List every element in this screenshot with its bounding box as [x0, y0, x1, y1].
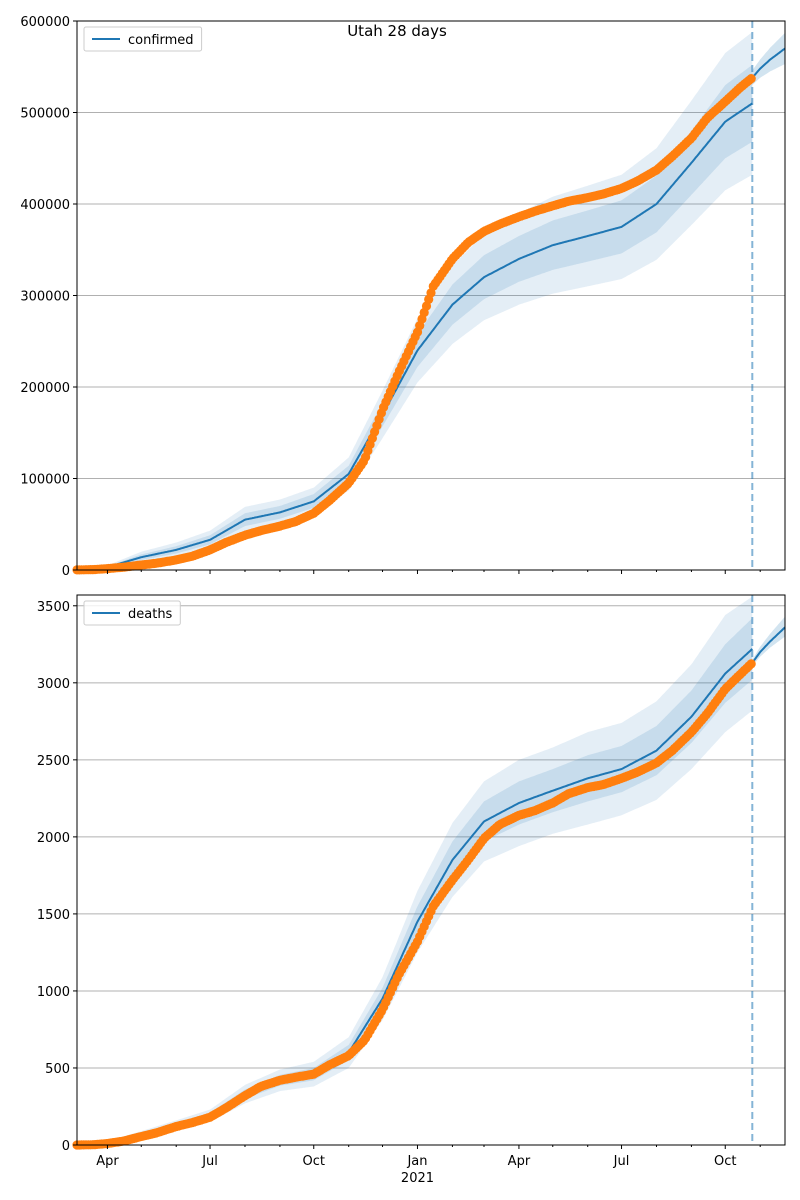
deaths-bands — [77, 596, 785, 1145]
x-tick-label: Jul — [201, 1154, 218, 1169]
deaths-y-tick-label: 1000 — [37, 985, 70, 1000]
deaths-y-tick-label: 0 — [62, 1139, 70, 1154]
confirmed-y-tick-label: 100000 — [20, 473, 70, 488]
confirmed-y-tick-label: 600000 — [20, 15, 70, 30]
confirmed-legend: confirmed — [83, 26, 203, 52]
confirmed-bands — [77, 32, 785, 571]
deaths-observed-point — [746, 659, 756, 669]
deaths-y-tick-label: 2500 — [37, 754, 70, 769]
x-tick-year-label: 2021 — [401, 1171, 434, 1186]
x-tick-label: Jul — [613, 1154, 630, 1169]
x-tick-label: Apr — [508, 1154, 531, 1169]
confirmed-axes-frame — [76, 20, 786, 571]
confirmed-legend-label: confirmed — [128, 33, 194, 48]
confirmed-y-tick-label: 400000 — [20, 198, 70, 213]
confirmed-observed-markers — [72, 74, 756, 575]
deaths-observed-markers — [72, 659, 756, 1150]
confirmed-y-tick-label: 300000 — [20, 290, 70, 305]
deaths-y-tick-label: 2000 — [37, 831, 70, 846]
deaths-legend-label: deaths — [128, 607, 173, 622]
deaths-panel: 0 500 1000 1500 2000 2500 3000 3500 Apr Jul Oct Jan… — [37, 594, 786, 1186]
confirmed-y-tick-label: 200000 — [20, 381, 70, 396]
x-tick-label: Jan — [406, 1154, 427, 1169]
deaths-legend: deaths — [83, 600, 181, 626]
confirmed-forecast-line — [751, 47, 786, 79]
deaths-legend-box — [83, 600, 181, 626]
confirmed-model-line — [76, 102, 753, 571]
confirmed-legend-box — [83, 26, 203, 52]
deaths-y-tick-label: 500 — [45, 1062, 70, 1077]
deaths-forecast-band — [752, 616, 785, 666]
confirmed-y-tick-label: 500000 — [20, 107, 70, 122]
confirmed-panel: 0 100000 200000 300000 400000 500000 600000 co… — [20, 15, 786, 579]
x-tick-label: Apr — [96, 1154, 119, 1169]
confirmed-forecast-band — [752, 32, 785, 86]
figure-title: Utah 28 days — [347, 22, 447, 40]
x-tick-label: Oct — [303, 1154, 325, 1169]
confirmed-y-tick-label: 0 — [62, 564, 70, 579]
deaths-axes-frame — [76, 594, 786, 1146]
x-tick-label: Oct — [714, 1154, 736, 1169]
deaths-y-tick-label: 3000 — [37, 677, 70, 692]
deaths-axes: 0 500 1000 1500 2000 2500 3000 3500 Apr Jul Oct Jan… — [37, 594, 786, 1186]
deaths-y-tick-label: 1500 — [37, 908, 70, 923]
deaths-y-tick-label: 3500 — [37, 600, 70, 615]
deaths-forecast-line — [751, 626, 786, 664]
confirmed-lines — [76, 21, 786, 571]
confirmed-axes: 0 100000 200000 300000 400000 500000 600000 — [20, 15, 786, 579]
confirmed-observed-point — [746, 74, 756, 84]
